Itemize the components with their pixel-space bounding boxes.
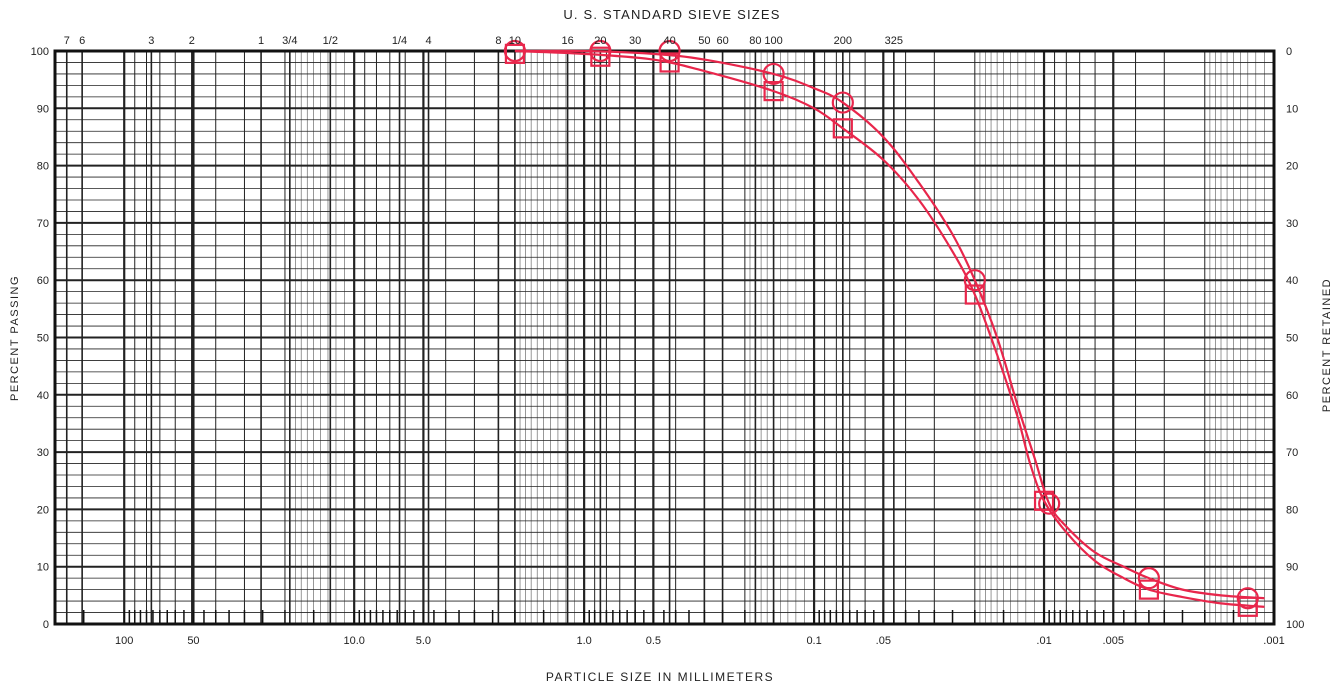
square-marker [964, 284, 985, 305]
x-tick-label: .001 [1263, 635, 1284, 647]
circle-marker [963, 269, 986, 292]
sieve-tick-label: 1/2 [323, 35, 338, 47]
circle-marker [1038, 492, 1061, 515]
bottom-tick-marks [82, 610, 1235, 624]
right-y-tick-label: 40 [1286, 275, 1298, 287]
left-y-tick-label: 80 [37, 161, 49, 173]
x-tick-label: 100 [115, 635, 133, 647]
sieve-tick-label: 3/4 [282, 35, 297, 47]
right-y-tick-label: 10 [1286, 103, 1298, 115]
left-y-tick-label: 100 [31, 46, 49, 58]
sieve-tick-label: 200 [834, 35, 852, 47]
right-y-tick-label: 90 [1286, 562, 1298, 574]
right-y-tick-label: 50 [1286, 333, 1298, 345]
x-tick-label: 1.0 [576, 635, 591, 647]
right-y-tick-label: 60 [1286, 390, 1298, 402]
left-y-tick-label: 20 [37, 504, 49, 516]
right-y-tick-label: 30 [1286, 218, 1298, 230]
sieve-tick-label: 30 [629, 35, 641, 47]
sieve-tick-label: 4 [425, 35, 431, 47]
right-y-tick-label: 80 [1286, 504, 1298, 516]
left-y-tick-label: 70 [37, 218, 49, 230]
square-marker [763, 81, 784, 102]
square-marker [504, 43, 526, 64]
circle-marker [1137, 567, 1160, 590]
left-y-tick-label: 0 [43, 619, 49, 631]
sieve-tick-label: 100 [764, 35, 782, 47]
square-marker [1237, 596, 1258, 617]
x-tick-label: 5.0 [416, 635, 431, 647]
chart-title: U. S. STANDARD SIEVE SIZES [563, 7, 780, 22]
sieve-tick-label: 7 [64, 35, 70, 47]
x-tick-label: 0.5 [646, 635, 661, 647]
series-curves [514, 49, 1265, 608]
sieve-tick-label: 10 [509, 35, 521, 47]
right-y-tick-label: 100 [1286, 619, 1304, 631]
circle-marker [831, 91, 854, 114]
x-tick-label: 50 [187, 635, 199, 647]
x-axis-label: PARTICLE SIZE IN MILLIMETERS [546, 670, 774, 684]
left-y-tick-label: 60 [37, 275, 49, 287]
x-tick-label: .01 [1036, 635, 1051, 647]
left-y-tick-label: 40 [37, 390, 49, 402]
x-tick-label: 0.1 [806, 635, 821, 647]
square-marker [832, 118, 853, 139]
sieve-tick-label: 3 [148, 35, 154, 47]
left-y-tick-label: 30 [37, 447, 49, 459]
plot-frame [53, 49, 1276, 626]
sieve-tick-label: 325 [885, 35, 903, 47]
right-y-tick-label: 70 [1286, 447, 1298, 459]
circle-marker [658, 39, 681, 63]
y-axis-label-left: PERCENT PASSING [9, 275, 21, 401]
sieve-tick-label: 60 [716, 35, 728, 47]
square-marker [659, 52, 680, 73]
x-tick-labels: 100 50 10.0 5.0 1.0 0.5 0.1 .05 .01 .005 .001 [115, 635, 1285, 647]
square-marker [1033, 490, 1055, 511]
series-curve-square [514, 49, 1265, 608]
x-tick-label: 10.0 [343, 635, 364, 647]
sieve-tick-label: 40 [663, 35, 675, 47]
sieve-tick-label: 1 [258, 35, 264, 47]
square-marker [1138, 579, 1159, 600]
horizontal-gridlines [55, 50, 1274, 625]
left-y-tick-label: 90 [37, 103, 49, 115]
right-y-tick-label: 0 [1286, 46, 1292, 58]
x-tick-label: .005 [1103, 635, 1124, 647]
y-axis-label-right: PERCENT RETAINED [1321, 278, 1333, 412]
series-curve-circle [514, 49, 1265, 600]
sieve-tick-label: 16 [561, 35, 573, 47]
series-markers [503, 39, 1259, 617]
sieve-tick-label: 50 [698, 35, 710, 47]
left-y-tick-labels: 0 10 20 30 40 50 60 70 80 90 100 [31, 46, 49, 631]
sieve-tick-labels: 7 6 3 2 1 3/4 1/2 1/4 4 8 10 16 20 30 40 50 60 80 100 200 32… [64, 35, 903, 47]
x-tick-label: .05 [876, 635, 891, 647]
right-y-tick-label: 20 [1286, 161, 1298, 173]
left-y-tick-label: 50 [37, 333, 49, 345]
sieve-tick-label: 6 [79, 35, 85, 47]
square-marker [590, 46, 611, 67]
sieve-tick-label: 2 [189, 35, 195, 47]
circle-marker [762, 62, 785, 86]
left-y-tick-label: 10 [37, 562, 49, 574]
sieve-tick-label: 80 [749, 35, 761, 47]
sieve-tick-label: 8 [495, 35, 501, 47]
sieve-tick-label: 1/4 [392, 35, 407, 47]
sieve-tick-label: 20 [594, 35, 606, 47]
